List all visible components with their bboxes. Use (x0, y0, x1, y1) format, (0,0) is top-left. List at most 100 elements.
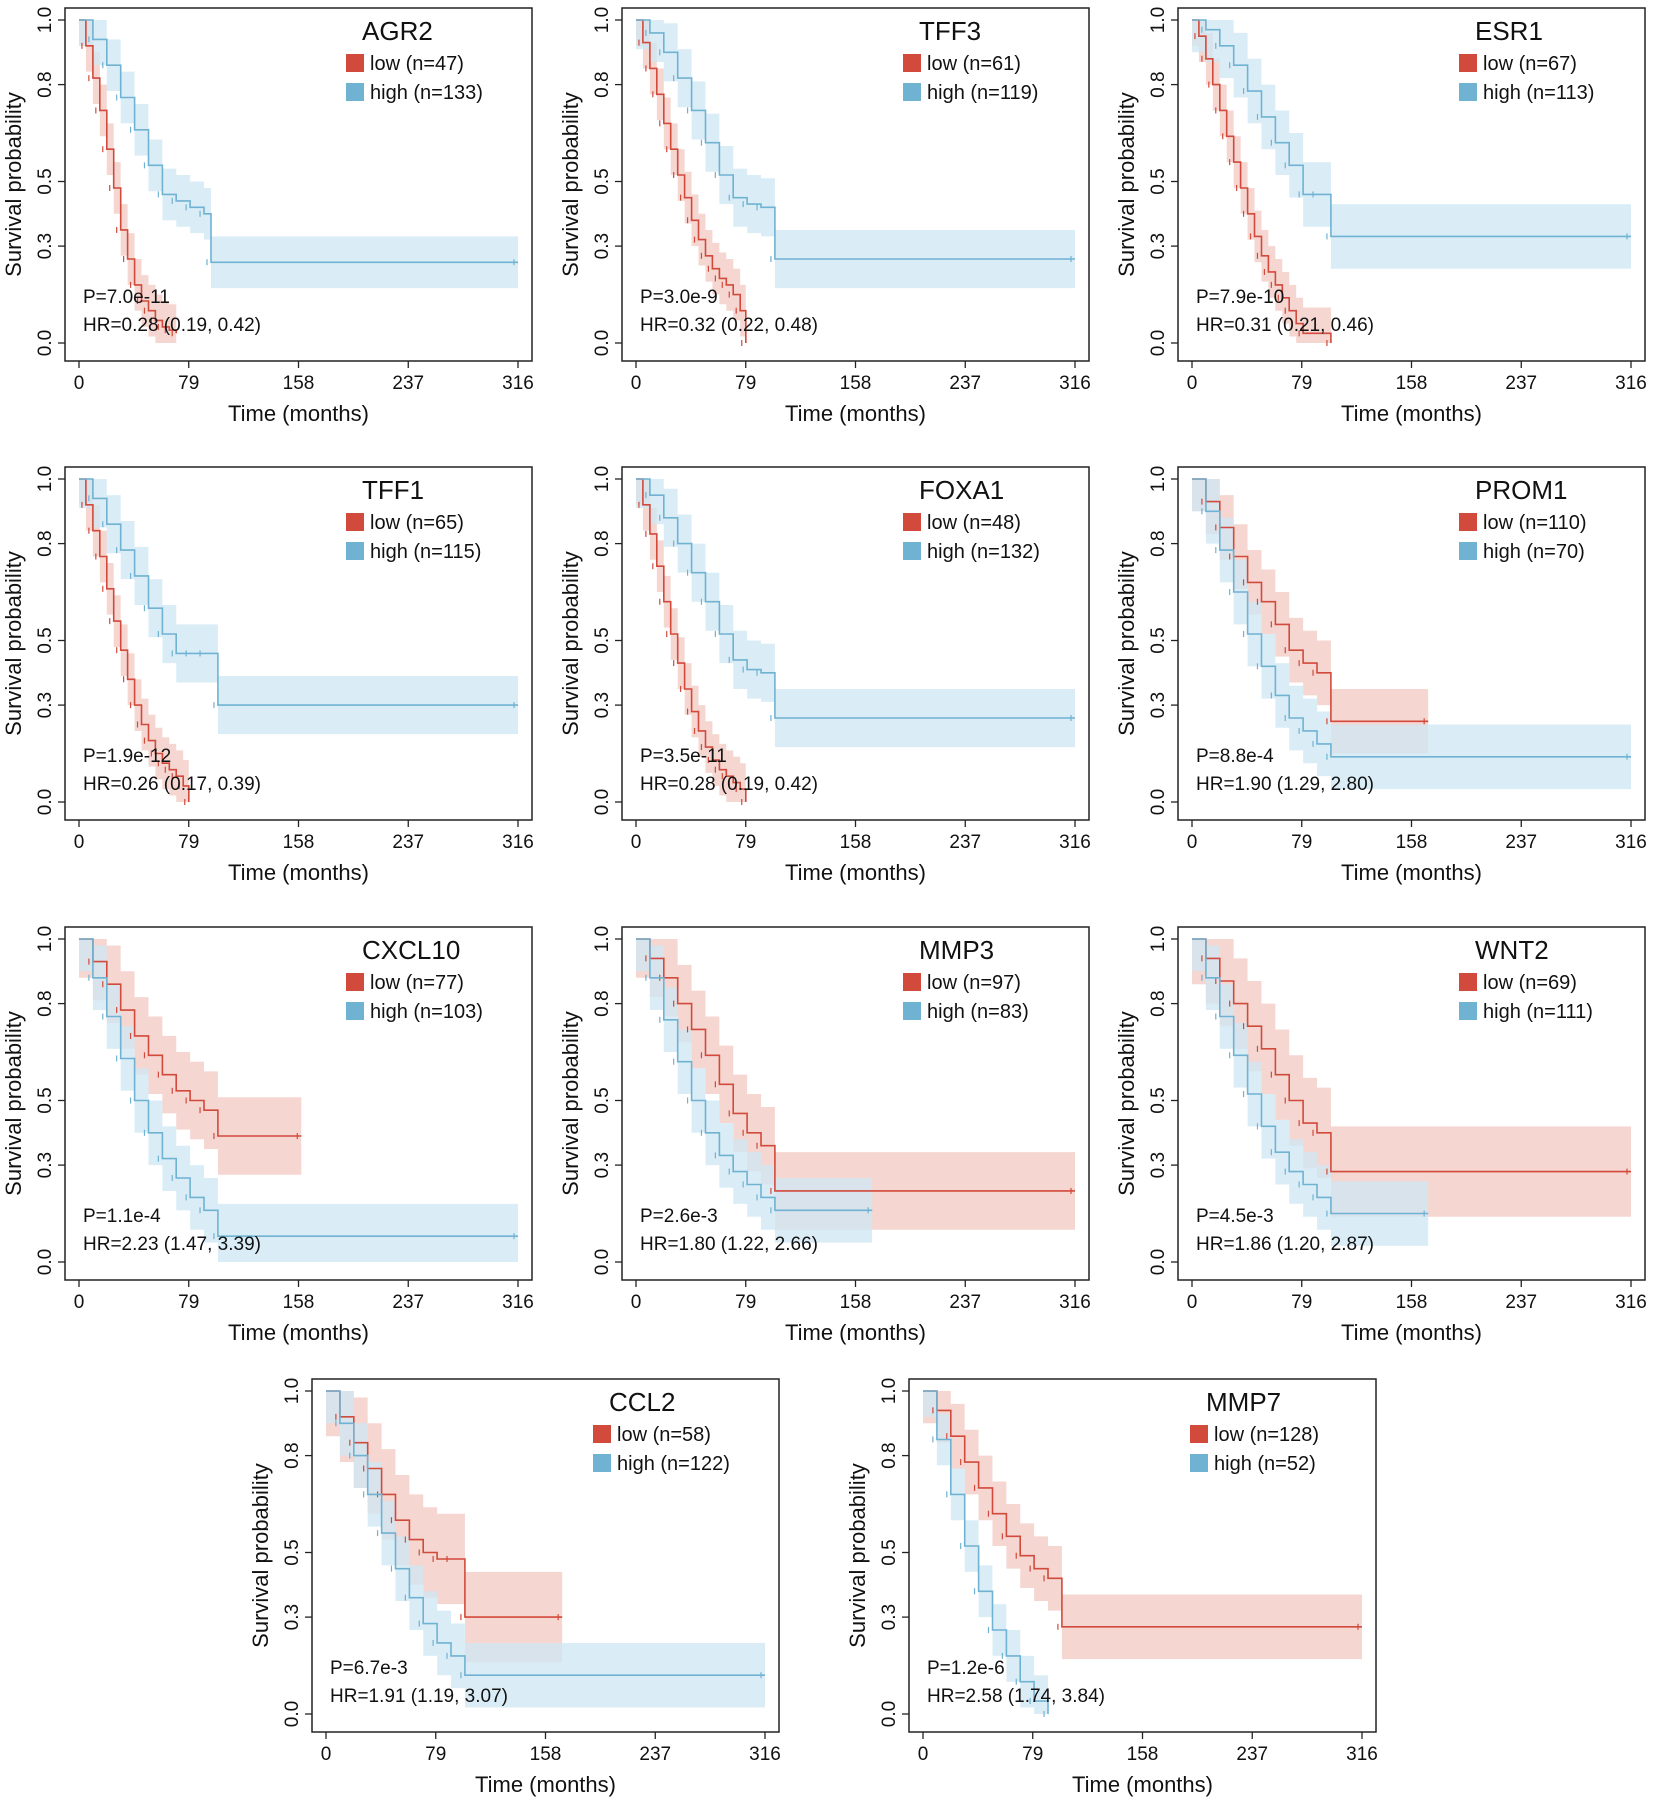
gene-title: CCL2 (609, 1387, 675, 1417)
legend-swatch-high (1190, 1454, 1208, 1472)
y-tick-label: 0.0 (592, 1249, 613, 1275)
legend-label-high: high (n=111) (1483, 1001, 1593, 1023)
x-tick-label: 79 (1291, 832, 1312, 853)
y-tick-label: 0.0 (1148, 1249, 1169, 1275)
legend-label-low: low (n=48) (927, 512, 1021, 534)
x-tick-label: 316 (502, 373, 534, 394)
x-tick-label: 0 (74, 832, 85, 853)
x-tick-label: 0 (918, 1744, 929, 1765)
ci-band-low (326, 1391, 563, 1663)
y-axis-title: Survival probability (1114, 92, 1139, 277)
legend-swatch-high (346, 1002, 364, 1020)
x-axis-title: Time (months) (1341, 401, 1482, 426)
y-tick-label: 1.0 (1148, 466, 1169, 492)
survival-curve-low (1192, 19, 1332, 343)
p-value: P=3.5e-11 (640, 746, 727, 767)
y-tick-label: 0.8 (35, 990, 56, 1016)
x-tick-label: 0 (321, 1744, 332, 1765)
survival-curve-low (636, 19, 747, 343)
legend-swatch-low (593, 1425, 611, 1443)
gene-title: ESR1 (1475, 16, 1543, 46)
hazard-ratio: HR=1.86 (1.20, 2.87) (1196, 1234, 1374, 1255)
gene-title: WNT2 (1475, 935, 1549, 965)
legend-label-low: low (n=110) (1483, 512, 1587, 534)
legend-label-high: high (n=119) (927, 82, 1038, 104)
legend-swatch-low (1459, 54, 1477, 72)
x-tick-label: 158 (1396, 832, 1428, 853)
ci-band-high (1192, 20, 1631, 269)
x-tick-label: 79 (178, 832, 199, 853)
ci-band-high (636, 479, 1075, 748)
ci-band-low (636, 479, 746, 802)
y-tick-label: 0.0 (1148, 330, 1169, 356)
hazard-ratio: HR=2.23 (1.47, 3.39) (83, 1234, 261, 1255)
legend-swatch-low (1190, 1425, 1208, 1443)
x-tick-label: 79 (1291, 373, 1312, 394)
legend-swatch-high (1459, 542, 1477, 560)
p-value: P=7.9e-10 (1196, 287, 1284, 308)
y-tick-label: 1.0 (282, 1378, 303, 1404)
hazard-ratio: HR=0.28 (0.19, 0.42) (83, 315, 261, 336)
legend-label-high: high (n=52) (1214, 1453, 1316, 1475)
survival-curve-high (923, 1390, 1049, 1714)
y-tick-label: 0.3 (592, 1152, 613, 1178)
x-tick-label: 0 (1187, 373, 1198, 394)
x-tick-label: 316 (1615, 832, 1647, 853)
y-tick-label: 0.8 (592, 990, 613, 1016)
hazard-ratio: HR=0.32 (0.22, 0.48) (640, 315, 818, 336)
ci-band-high (79, 20, 518, 289)
y-axis-title: Survival probability (1, 92, 26, 277)
x-tick-label: 237 (392, 832, 424, 853)
y-tick-label: 0.0 (282, 1701, 303, 1727)
y-tick-label: 0.3 (592, 233, 613, 259)
legend-swatch-high (903, 1002, 921, 1020)
gene-title: TFF3 (919, 16, 981, 46)
x-tick-label: 316 (502, 832, 534, 853)
ci-band-low (79, 20, 177, 343)
x-tick-label: 0 (74, 1292, 85, 1313)
km-panel-foxa1: 0 79 158 237 316 0.0 0.3 0.5 0.8 1.0 Time (months)… (558, 466, 1091, 885)
x-tick-label: 0 (1187, 1292, 1198, 1313)
y-tick-label: 0.3 (35, 692, 56, 718)
y-tick-label: 0.8 (1148, 990, 1169, 1016)
legend-label-low: low (n=97) (927, 972, 1021, 994)
x-tick-label: 316 (749, 1744, 781, 1765)
y-axis-title: Survival probability (558, 551, 583, 736)
p-value: P=1.9e-12 (83, 746, 171, 767)
x-tick-label: 158 (1396, 373, 1428, 394)
y-axis-title: Survival probability (1, 551, 26, 736)
gene-title: FOXA1 (919, 475, 1004, 505)
legend-label-high: high (n=132) (927, 541, 1040, 563)
x-tick-label: 0 (631, 1292, 642, 1313)
legend-swatch-low (903, 54, 921, 72)
ci-band-low (79, 939, 302, 1175)
gene-title: PROM1 (1475, 475, 1567, 505)
hazard-ratio: HR=0.28 (0.19, 0.42) (640, 774, 818, 795)
km-panel-mmp7: 0 79 158 237 316 0.0 0.3 0.5 0.8 1.0 Time (months)… (845, 1378, 1378, 1797)
legend-swatch-high (1459, 83, 1477, 101)
gene-title: AGR2 (362, 16, 433, 46)
legend-swatch-low (903, 973, 921, 991)
y-tick-label: 0.8 (1148, 71, 1169, 97)
x-tick-label: 316 (1615, 373, 1647, 394)
x-tick-label: 237 (949, 832, 981, 853)
y-tick-label: 0.3 (1148, 692, 1169, 718)
survival-curve-high (1192, 19, 1631, 238)
x-axis-title: Time (months) (1341, 1320, 1482, 1345)
survival-curve-high (1192, 938, 1429, 1215)
x-tick-label: 237 (1505, 1292, 1537, 1313)
legend-swatch-low (346, 973, 364, 991)
x-axis-title: Time (months) (785, 860, 926, 885)
x-tick-label: 0 (1187, 832, 1198, 853)
legend-label-low: low (n=58) (617, 1424, 711, 1446)
x-tick-label: 316 (1059, 832, 1091, 853)
y-tick-label: 0.8 (35, 530, 56, 556)
y-tick-label: 0.3 (592, 692, 613, 718)
y-tick-label: 0.8 (282, 1442, 303, 1468)
y-axis-title: Survival probability (1114, 551, 1139, 736)
y-tick-label: 0.0 (592, 330, 613, 356)
x-tick-label: 158 (1396, 1292, 1428, 1313)
y-tick-label: 0.3 (1148, 1152, 1169, 1178)
y-axis-title: Survival probability (1114, 1011, 1139, 1196)
y-tick-label: 0.8 (879, 1442, 900, 1468)
